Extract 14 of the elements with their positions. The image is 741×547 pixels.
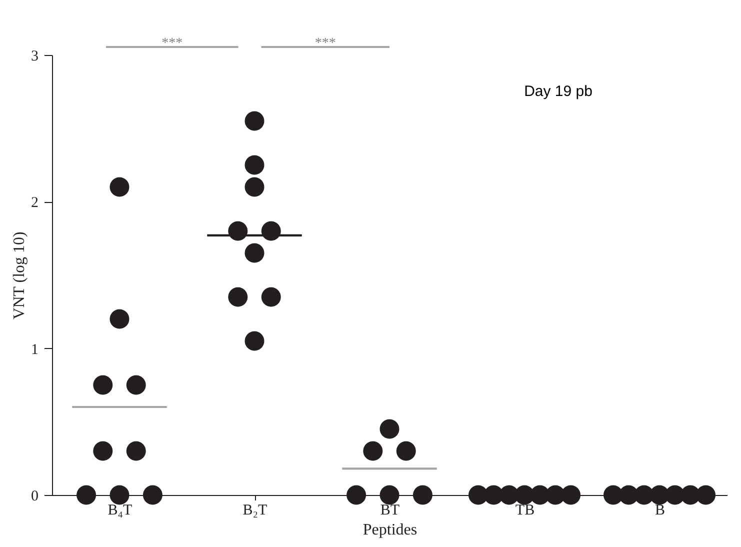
- text: ***: [162, 36, 183, 51]
- x-axis-title: Peptides: [362, 522, 418, 538]
- y-tick-label: 0: [31, 488, 38, 504]
- y-tick-label: 2: [31, 195, 38, 212]
- x-tick-label: B₄T: [108, 502, 132, 518]
- annotation: Day 19 pb: [524, 83, 592, 100]
- x-tick-label: TB: [515, 502, 535, 518]
- x-tick-label: BT: [380, 502, 400, 518]
- y-tick-label: 3: [31, 48, 38, 64]
- text: ***: [314, 36, 336, 51]
- y-tick-label: 1: [31, 342, 38, 358]
- x-tick-label: B₂T: [242, 502, 268, 518]
- y-axis-title: VNT (log 10): [11, 232, 28, 320]
- x-tick-label: B: [654, 502, 666, 518]
